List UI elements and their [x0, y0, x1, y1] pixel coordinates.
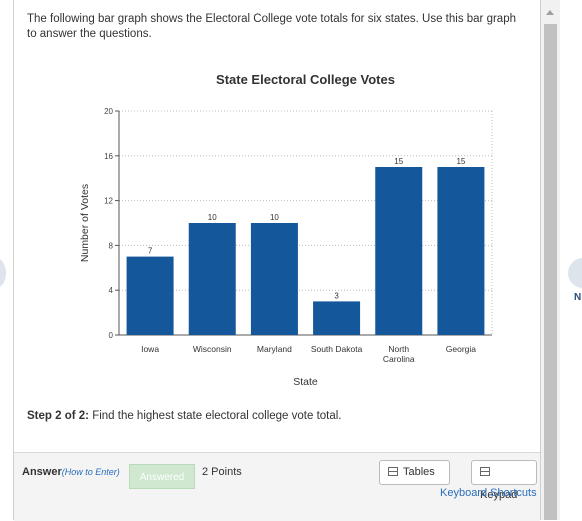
- keypad-button[interactable]: Keypad: [471, 460, 537, 501]
- tables-button-label: Tables: [403, 466, 435, 478]
- table-icon: [388, 467, 398, 476]
- scroll-thumb[interactable]: [544, 24, 557, 520]
- x-tick-label: North Carolina: [383, 344, 415, 364]
- bar-data-label: 10: [270, 213, 279, 222]
- keypad-button-label: Keypad: [480, 489, 518, 501]
- how-to-enter-link[interactable]: (How to Enter): [61, 467, 120, 477]
- y-tick-label: 0: [109, 331, 114, 340]
- step-text: Find the highest state electoral college…: [92, 410, 342, 422]
- question-text: The following bar graph shows the Electo…: [27, 13, 516, 40]
- y-tick-label: 8: [109, 241, 114, 250]
- bar: [126, 256, 174, 335]
- bar-data-label: 7: [148, 247, 153, 256]
- answer-bar: Answer(How to Enter) Answered 2 Points T…: [14, 452, 540, 521]
- bar: [188, 223, 236, 335]
- calculator-icon: [480, 467, 490, 476]
- points-label: 2 Points: [202, 466, 242, 478]
- y-axis-label: Number of Votes: [79, 184, 91, 262]
- previous-nav-button[interactable]: [0, 258, 6, 288]
- x-tick-label: Iowa: [141, 344, 159, 354]
- scroll-up-icon[interactable]: [546, 10, 554, 15]
- bar: [375, 167, 423, 335]
- vertical-scrollbar[interactable]: [541, 0, 560, 520]
- bar-chart-svg: State Electoral College Votes 0 4 8 12 16 20 7 I…: [79, 72, 493, 388]
- answered-button[interactable]: Answered: [129, 464, 195, 489]
- x-tick-label: Wisconsin: [193, 344, 232, 354]
- bar-data-label: 15: [394, 157, 403, 166]
- bar-data-label: 3: [334, 291, 339, 300]
- bar: [437, 167, 485, 335]
- y-tick-label: 16: [104, 152, 113, 161]
- bar-chart: State Electoral College Votes 0 4 8 12 16 20 7 I…: [72, 66, 532, 396]
- bar: [250, 223, 298, 335]
- y-tick-label: 12: [104, 197, 113, 206]
- step-instruction: Step 2 of 2: Find the highest state elec…: [27, 410, 342, 422]
- x-tick-label: South Dakota: [311, 344, 363, 354]
- keyboard-shortcuts-link[interactable]: Keyboard Shortcuts: [440, 487, 537, 499]
- x-axis-label: State: [293, 376, 318, 388]
- chart-title: State Electoral College Votes: [216, 72, 395, 87]
- next-nav-button[interactable]: [568, 258, 582, 288]
- step-label: Step 2 of 2:: [27, 410, 89, 422]
- x-tick-label: Maryland: [257, 344, 292, 354]
- answer-label-text: Answer: [22, 466, 62, 478]
- bar-data-label: 15: [456, 157, 465, 166]
- y-tick-label: 20: [104, 107, 113, 116]
- tables-button[interactable]: Tables: [379, 460, 450, 485]
- next-nav-label[interactable]: N: [574, 292, 582, 303]
- y-tick-label: 4: [109, 286, 114, 295]
- question-panel: The following bar graph shows the Electo…: [13, 0, 541, 521]
- x-tick-label: Georgia: [446, 344, 477, 354]
- bar: [313, 301, 361, 335]
- answer-label: Answer(How to Enter): [22, 466, 120, 478]
- bar-data-label: 10: [208, 213, 217, 222]
